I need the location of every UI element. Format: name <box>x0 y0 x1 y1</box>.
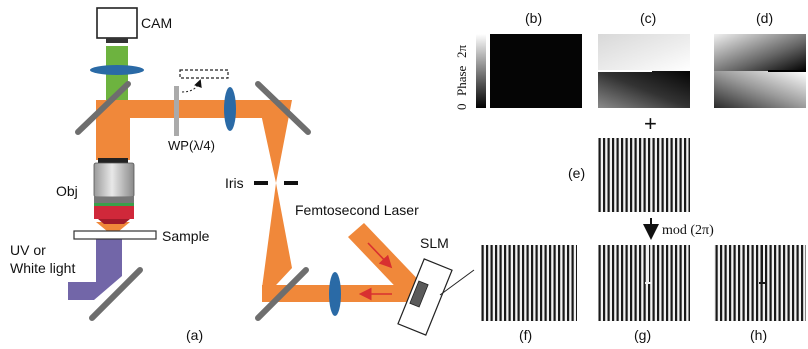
setup-diagram: CAM WP(λ/4) Obj Sample UV or White li <box>10 7 475 343</box>
panel-label-h: (h) <box>750 327 767 343</box>
camera: CAM <box>96 7 172 43</box>
panel-label-d: (d) <box>756 10 773 26</box>
uv-beam <box>68 236 122 300</box>
waveplate-label: WP(λ/4) <box>168 138 215 153</box>
phase-map-c <box>598 34 690 108</box>
panel-label-b: (b) <box>525 10 542 26</box>
colorbar-min: 0 <box>454 104 469 111</box>
phase-map-e <box>598 138 690 212</box>
sample-label: Sample <box>162 228 210 244</box>
waveplate-alt-position <box>179 69 229 79</box>
waveplate <box>174 86 179 136</box>
uv-label: UV or <box>10 242 46 258</box>
mirror <box>75 81 311 321</box>
slm-label: SLM <box>420 235 449 251</box>
objective: Obj <box>56 158 135 224</box>
phase-map-f <box>481 245 577 321</box>
slm: SLM <box>397 235 475 336</box>
laser-label: Femtosecond Laser <box>295 202 419 218</box>
cam-label: CAM <box>141 15 172 31</box>
beam-direction-arrow <box>367 242 393 269</box>
tube-lens <box>90 65 144 75</box>
iris: Iris <box>225 175 298 191</box>
panel-label-g: (g) <box>634 327 651 343</box>
obj-label: Obj <box>56 183 78 199</box>
phase-colorbar: 2π Phase 0 <box>454 34 486 110</box>
iris-label: Iris <box>225 175 244 191</box>
phase-map-g <box>598 245 690 321</box>
plus-operator: + <box>644 111 657 136</box>
phase-panels: 2π Phase 0 (b) (c) (d) + (e) mod (2π) <box>454 10 806 343</box>
uv-label: White light <box>10 260 75 276</box>
panel-label-f: (f) <box>519 327 532 343</box>
lens <box>329 272 341 316</box>
lens <box>224 87 236 131</box>
laser-beam <box>96 100 428 302</box>
panel-label-c: (c) <box>640 10 656 26</box>
waveplate-move-arrow <box>181 79 202 93</box>
phase-map-b <box>490 34 582 108</box>
colorbar-max: 2π <box>454 45 469 59</box>
panel-label-a: (a) <box>186 327 203 343</box>
colorbar-title: Phase <box>454 65 469 96</box>
sample-slide <box>73 230 157 240</box>
mod-operator: mod (2π) <box>662 223 714 238</box>
phase-map-d <box>714 34 806 108</box>
phase-map-h <box>714 245 806 321</box>
panel-label-e: (e) <box>568 165 585 181</box>
